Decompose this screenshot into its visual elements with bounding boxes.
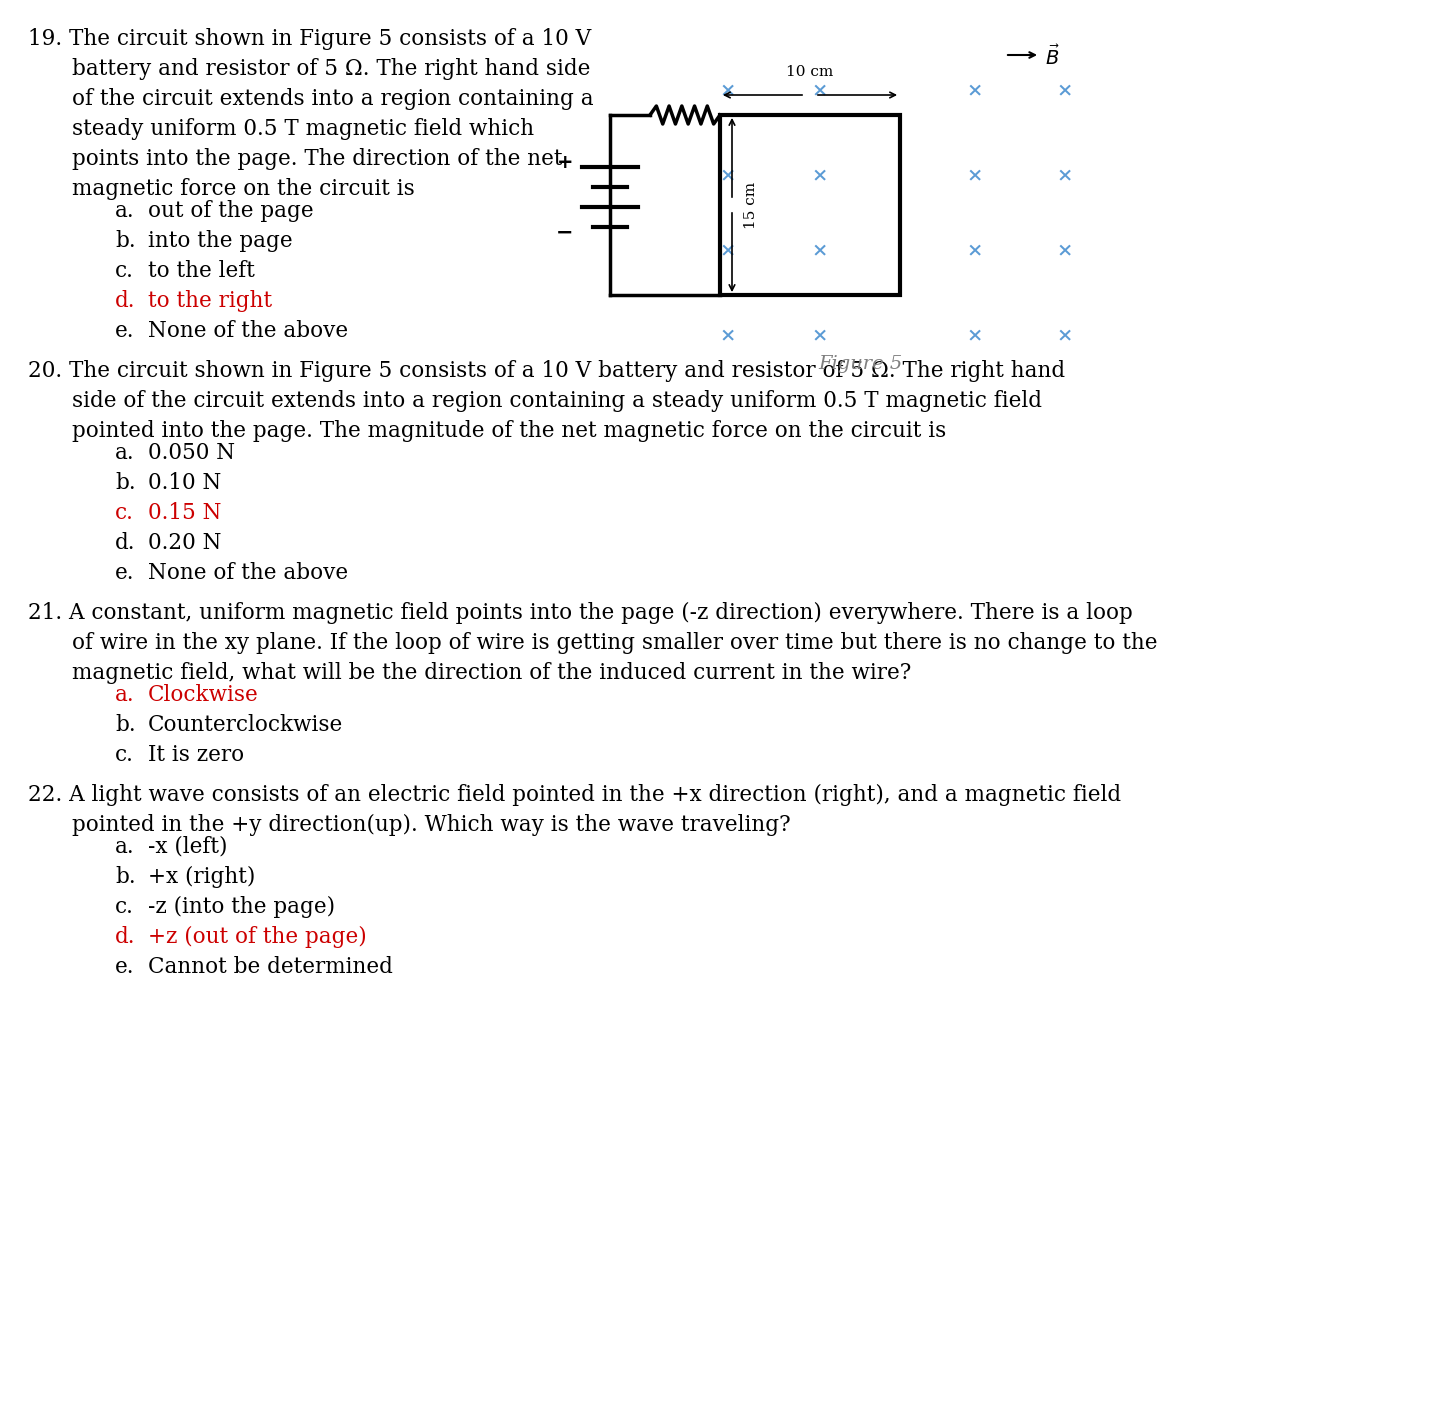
Text: pointed in the +y direction(up). Which way is the wave traveling?: pointed in the +y direction(up). Which w… [71, 814, 791, 836]
Text: +: + [556, 154, 574, 172]
Text: e.: e. [115, 319, 134, 342]
Text: steady uniform 0.5 T magnetic field which: steady uniform 0.5 T magnetic field whic… [71, 119, 534, 140]
Text: Cannot be determined: Cannot be determined [149, 957, 393, 978]
Text: magnetic force on the circuit is: magnetic force on the circuit is [71, 178, 415, 201]
Text: Clockwise: Clockwise [149, 684, 259, 706]
Text: out of the page: out of the page [149, 201, 313, 222]
Text: side of the circuit extends into a region containing a steady uniform 0.5 T magn: side of the circuit extends into a regio… [71, 390, 1042, 413]
Text: a.: a. [115, 201, 134, 222]
Text: +x (right): +x (right) [149, 866, 255, 889]
Text: ×: × [1057, 326, 1073, 343]
Text: of the circuit extends into a region containing a: of the circuit extends into a region con… [71, 88, 594, 110]
Text: d.: d. [115, 290, 135, 312]
Text: 15 cm: 15 cm [744, 181, 759, 229]
Text: a.: a. [115, 836, 134, 858]
Text: 22. A light wave consists of an electric field pointed in the +x direction (righ: 22. A light wave consists of an electric… [28, 784, 1121, 805]
Text: ×: × [967, 81, 983, 99]
Text: a.: a. [115, 442, 134, 463]
Text: −: − [556, 223, 574, 243]
Text: into the page: into the page [149, 230, 293, 252]
Text: 0.20 N: 0.20 N [149, 533, 221, 554]
Text: ×: × [1057, 165, 1073, 184]
Text: c.: c. [115, 502, 134, 524]
Text: 0.050 N: 0.050 N [149, 442, 234, 463]
Text: pointed into the page. The magnitude of the net magnetic force on the circuit is: pointed into the page. The magnitude of … [71, 420, 946, 442]
Text: of wire in the xy plane. If the loop of wire is getting smaller over time but th: of wire in the xy plane. If the loop of … [71, 632, 1158, 654]
Text: b.: b. [115, 714, 135, 736]
Text: b.: b. [115, 472, 135, 495]
Text: magnetic field, what will be the direction of the induced current in the wire?: magnetic field, what will be the directi… [71, 663, 911, 684]
Text: 0.10 N: 0.10 N [149, 472, 221, 495]
Text: ×: × [719, 165, 737, 184]
Text: ×: × [812, 81, 828, 99]
Text: c.: c. [115, 896, 134, 918]
Text: to the right: to the right [149, 290, 272, 312]
Text: Figure 5: Figure 5 [818, 355, 903, 373]
Text: ×: × [967, 326, 983, 343]
Text: ×: × [967, 242, 983, 259]
Text: 19. The circuit shown in Figure 5 consists of a 10 V: 19. The circuit shown in Figure 5 consis… [28, 28, 591, 49]
Text: ×: × [719, 242, 737, 259]
Text: 10 cm: 10 cm [786, 65, 834, 79]
Text: ×: × [719, 81, 737, 99]
Text: b.: b. [115, 230, 135, 252]
Text: ×: × [812, 165, 828, 184]
Text: ×: × [812, 242, 828, 259]
Text: ×: × [967, 165, 983, 184]
Text: points into the page. The direction of the net: points into the page. The direction of t… [71, 148, 562, 170]
Bar [721, 114, 900, 295]
Text: -z (into the page): -z (into the page) [149, 896, 335, 918]
Text: None of the above: None of the above [149, 319, 348, 342]
Text: -x (left): -x (left) [149, 836, 227, 858]
Text: e.: e. [115, 562, 134, 584]
Text: d.: d. [115, 926, 135, 948]
Text: Counterclockwise: Counterclockwise [149, 714, 344, 736]
Text: to the left: to the left [149, 260, 255, 283]
Text: c.: c. [115, 260, 134, 283]
Text: c.: c. [115, 745, 134, 766]
Text: ×: × [719, 326, 737, 343]
Text: +z (out of the page): +z (out of the page) [149, 926, 367, 948]
Text: a.: a. [115, 684, 134, 706]
Text: $\vec{B}$: $\vec{B}$ [1045, 45, 1060, 69]
Text: None of the above: None of the above [149, 562, 348, 584]
Text: 20. The circuit shown in Figure 5 consists of a 10 V battery and resistor of 5 Ω: 20. The circuit shown in Figure 5 consis… [28, 360, 1066, 382]
Text: battery and resistor of 5 Ω. The right hand side: battery and resistor of 5 Ω. The right h… [71, 58, 590, 81]
Text: d.: d. [115, 533, 135, 554]
Text: It is zero: It is zero [149, 745, 245, 766]
Text: ×: × [1057, 242, 1073, 259]
Text: e.: e. [115, 957, 134, 978]
Text: 21. A constant, uniform magnetic field points into the page (-z direction) every: 21. A constant, uniform magnetic field p… [28, 602, 1133, 625]
Text: b.: b. [115, 866, 135, 887]
Text: ×: × [1057, 81, 1073, 99]
Text: 0.15 N: 0.15 N [149, 502, 221, 524]
Text: ×: × [812, 326, 828, 343]
